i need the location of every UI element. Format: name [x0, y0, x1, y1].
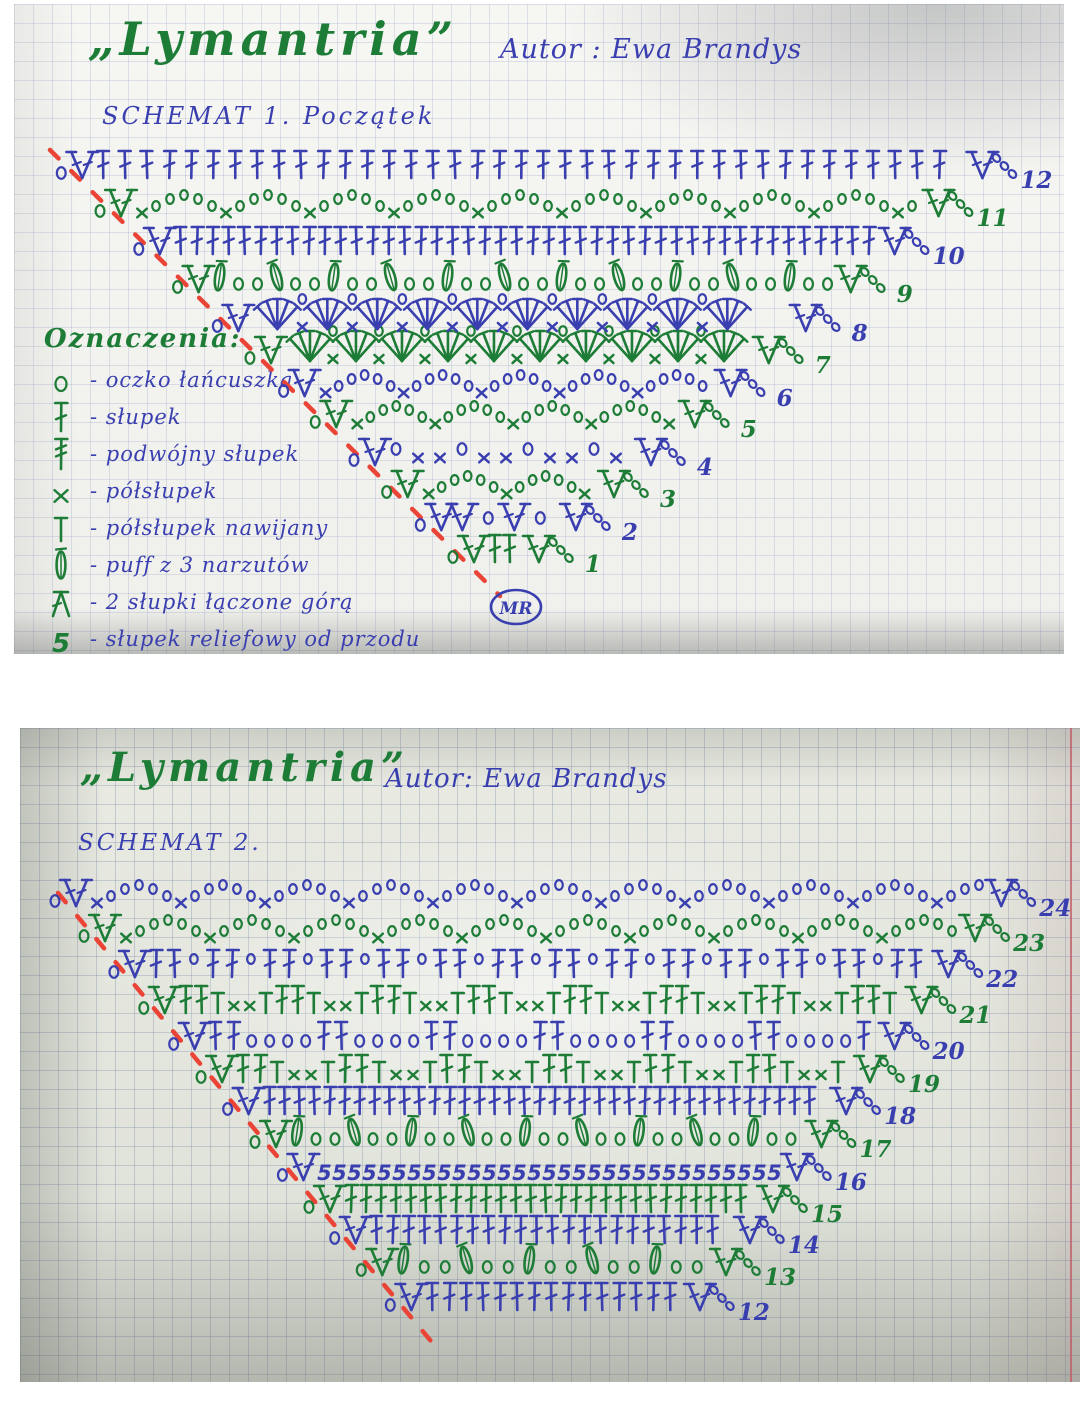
legend-item: - półsłupek — [44, 471, 464, 508]
author-line-1: Autor : Ewa Brandys — [500, 34, 803, 65]
puff-icon — [54, 547, 68, 580]
hdc-T-icon — [53, 516, 69, 543]
relief-icon: 5 — [52, 629, 70, 656]
legend-items: - oczko łańcuszka - słupek - podwójny słup… — [44, 360, 464, 656]
legend-item: 5 - słupek reliefowy od przodu — [44, 619, 464, 656]
legend-item: - 2 słupki łączone górą — [44, 582, 464, 619]
schemat1-label: SCHEMAT 1. Początek — [102, 102, 436, 130]
svg-text:5: 5 — [52, 629, 70, 656]
legend-item: - podwójny słupek — [44, 434, 464, 471]
legend-item: - słupek — [44, 397, 464, 434]
legend-label: - oczko łańcuszka — [90, 368, 294, 392]
hdc-x-icon — [53, 488, 69, 504]
legend: Oznaczenia: - oczko łańcuszka - słupek - p… — [44, 324, 464, 656]
pattern-title-2: „Lymantria” — [80, 744, 409, 791]
legend-item: - puff z 3 narzutów — [44, 545, 464, 582]
legend-label: - półsłupek — [90, 479, 218, 503]
dc2-icon — [54, 437, 69, 471]
legend-heading: Oznaczenia: — [44, 324, 242, 354]
legend-item: - oczko łańcuszka — [44, 360, 464, 397]
legend-item: - półsłupek nawijany — [44, 508, 464, 545]
schematic1-photo: „Lymantria” Autor : Ewa Brandys SCHEMAT … — [14, 4, 1064, 656]
join2-icon — [51, 590, 71, 618]
legend-label: - półsłupek nawijany — [90, 516, 329, 540]
legend-label: - puff z 3 narzutów — [90, 553, 310, 577]
legend-label: - 2 słupki łączone górą — [90, 590, 354, 614]
schemat2-label: SCHEMAT 2. — [78, 830, 262, 856]
legend-label: - słupek reliefowy od przodu — [90, 627, 421, 651]
notebook-margin-line — [1070, 728, 1072, 1382]
legend-label: - podwójny słupek — [90, 442, 300, 466]
pattern-title-1: „Lymantria” — [88, 12, 459, 66]
author-line-2: Autor: Ewa Brandys — [385, 764, 668, 794]
schematic2-photo: „Lymantria” Autor: Ewa Brandys SCHEMAT 2… — [20, 728, 1080, 1382]
chain-o-icon — [54, 375, 68, 393]
dc-icon — [54, 401, 69, 433]
legend-label: - słupek — [90, 405, 182, 429]
